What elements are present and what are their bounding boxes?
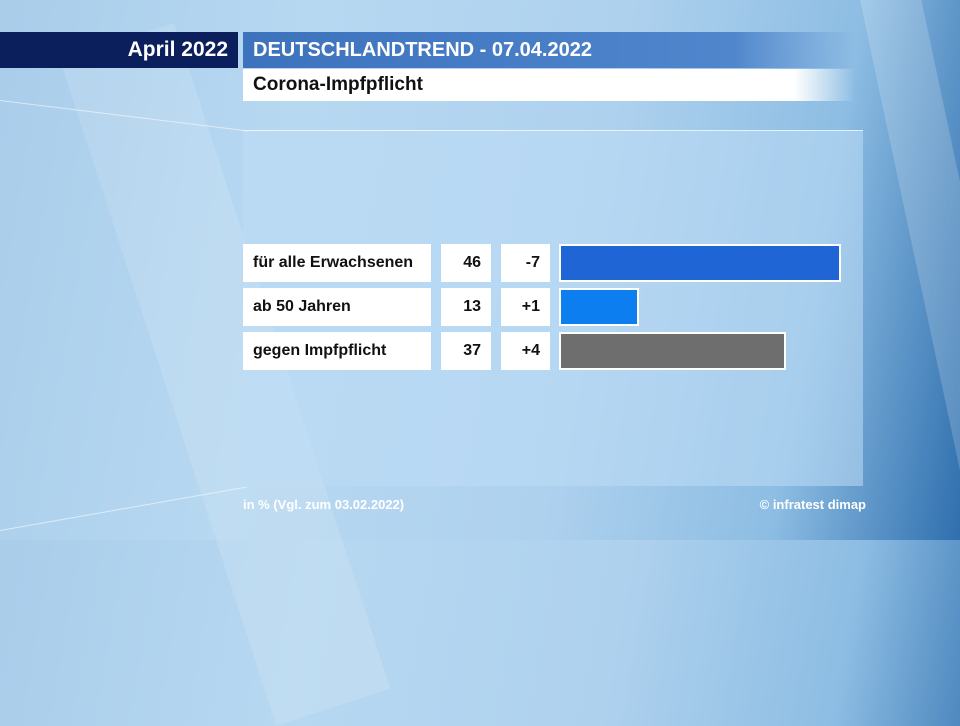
bar	[559, 332, 786, 370]
row-value: 46	[441, 244, 491, 282]
bar-track	[559, 244, 841, 282]
series-title: DEUTSCHLANDTREND - 07.04.2022	[243, 32, 855, 68]
row-change: +1	[501, 288, 550, 326]
row-change: -7	[501, 244, 550, 282]
row-label: für alle Erwachsenen	[243, 244, 431, 282]
row-value: 13	[441, 288, 491, 326]
row-change: +4	[501, 332, 550, 370]
source-credit: © infratest dimap	[759, 497, 866, 512]
bar	[559, 244, 841, 282]
bar-track	[559, 332, 841, 370]
date-label: April 2022	[0, 32, 238, 68]
row-value: 37	[441, 332, 491, 370]
bar-track	[559, 288, 841, 326]
background-stripe	[860, 0, 960, 607]
chart-title: Corona-Impfpflicht	[243, 69, 855, 101]
bar	[559, 288, 639, 326]
footnote: in % (Vgl. zum 03.02.2022)	[243, 497, 405, 512]
row-label: gegen Impfpflicht	[243, 332, 431, 370]
row-label: ab 50 Jahren	[243, 288, 431, 326]
